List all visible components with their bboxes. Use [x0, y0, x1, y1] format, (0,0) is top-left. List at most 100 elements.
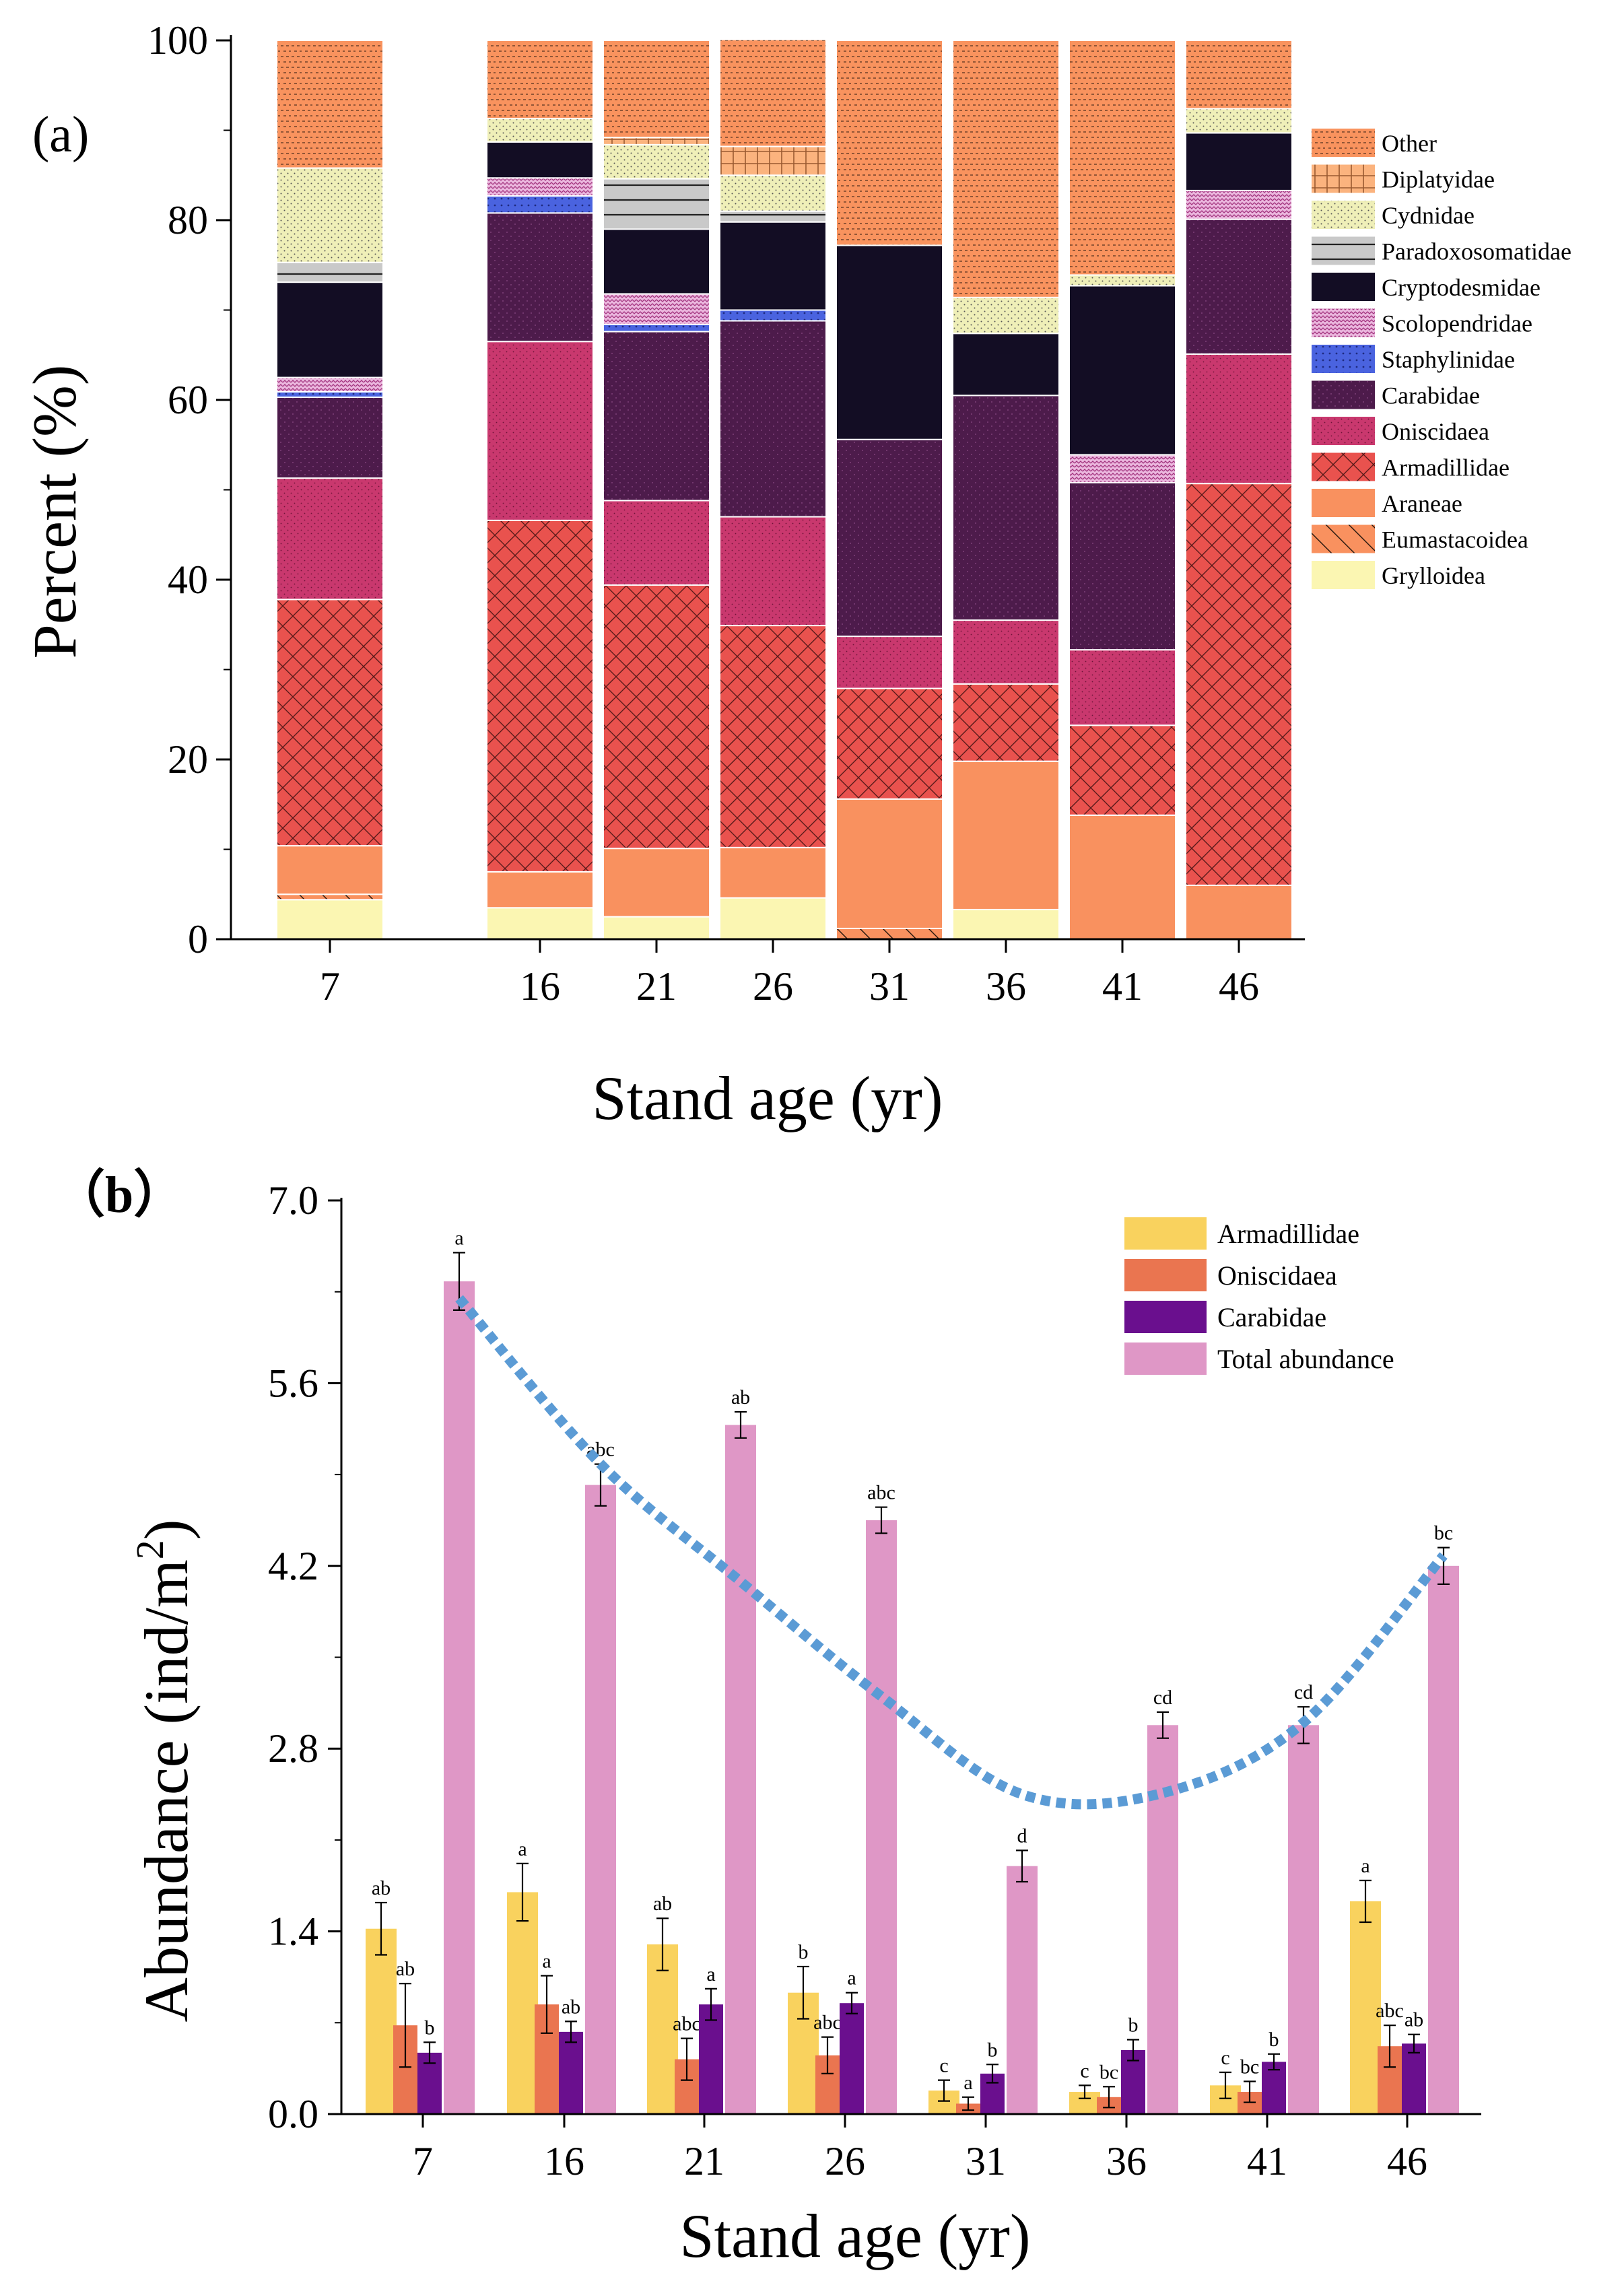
- panel-a-y-tick-label: 40: [168, 557, 208, 602]
- legend-label-cryptodesmidae: Cryptodesmidae: [1382, 274, 1541, 301]
- bar-segment-cryptodesmidae-46: [1185, 132, 1293, 191]
- bar-segment-araneae-36: [952, 760, 1060, 910]
- panel-a-x-tick-label: 16: [520, 964, 560, 1009]
- bar-segment-other-21: [603, 40, 710, 139]
- bar-segment-paradoxosomatidae-26: [719, 210, 827, 223]
- significance-letter: ab: [562, 1996, 580, 2018]
- bar-segment-araneae-21: [603, 848, 710, 918]
- legend-label-carabidae: Carabidae: [1382, 382, 1480, 409]
- panel-b-y-tick-label: 0.0: [268, 2092, 318, 2136]
- panel-b-legend: Armadillidae Oniscidaea Carabidae Total abu…: [1124, 1217, 1394, 1375]
- bar-carabidae-16: [559, 2031, 583, 2114]
- significance-letter: cd: [1294, 1681, 1313, 1703]
- bar-total-abundance-41: [1288, 1725, 1319, 2114]
- significance-letter: abc: [813, 2012, 842, 2034]
- bar-segment-oniscidaea-41: [1069, 649, 1176, 726]
- panel-b-x-tick-label: 26: [825, 2139, 865, 2183]
- panel-a-y-tick-label: 60: [168, 378, 208, 422]
- panel-b-x-tick-label: 36: [1106, 2139, 1147, 2183]
- panel-a-y-tick-label: 80: [168, 198, 208, 242]
- legend-label-armadillidae: Armadillidae: [1382, 454, 1510, 481]
- bar-segment-araneae-31: [836, 798, 943, 929]
- bar-segment-araneae-26: [719, 846, 827, 899]
- bar-segment-other-41: [1069, 40, 1176, 276]
- bar-armadillidae-16: [507, 1892, 538, 2114]
- bar-segment-other-7: [276, 40, 384, 169]
- significance-letter: c: [1080, 2060, 1089, 2082]
- significance-letter: a: [454, 1227, 463, 1250]
- bar-total-abundance-46: [1428, 1565, 1459, 2114]
- bar-segment-staphylinidae-16: [486, 195, 594, 214]
- bar-segment-other-31: [836, 40, 943, 246]
- significance-letter: a: [706, 1963, 715, 1985]
- panel-b-y-tick-label: 1.4: [268, 1909, 318, 1954]
- panel-a-y-axis-title: Percent (%): [20, 365, 89, 659]
- legend-label-other: Other: [1382, 130, 1437, 157]
- bar-segment-armadillidae-41: [1069, 724, 1176, 816]
- bar-armadillidae-46: [1350, 1901, 1381, 2114]
- significance-letter: b: [1128, 2014, 1139, 2037]
- bar-segment-other-26: [719, 38, 827, 147]
- bar-segment-grylloidea-7: [276, 899, 384, 941]
- panel-a-x-tick-label: 41: [1102, 964, 1143, 1009]
- bar-segment-araneae-41: [1069, 814, 1176, 941]
- bar-segment-oniscidaea-26: [719, 516, 827, 627]
- bar-segment-oniscidaea-21: [603, 500, 710, 586]
- bar-carabidae-41: [1262, 2062, 1286, 2114]
- significance-letter: bc: [1099, 2061, 1118, 2083]
- legend-swatch-grylloidea: [1312, 561, 1375, 589]
- significance-letter: ab: [653, 1893, 672, 1915]
- legend-swatch-araneae: [1312, 489, 1375, 517]
- bar-segment-cydnidae-41: [1069, 274, 1176, 287]
- bar-segment-carabidae-26: [719, 320, 827, 518]
- bar-segment-armadillidae-31: [836, 687, 943, 800]
- bar-segment-armadillidae-7: [276, 599, 384, 847]
- bar-segment-cydnidae-21: [603, 143, 710, 180]
- bar-carabidae-26: [840, 2003, 864, 2114]
- bar-segment-carabidae-31: [836, 438, 943, 638]
- significance-letter: cd: [1153, 1687, 1172, 1709]
- bar-segment-cryptodesmidae-7: [276, 281, 384, 378]
- significance-letter: a: [518, 1838, 527, 1860]
- significance-letter: ab: [1405, 2009, 1423, 2031]
- bar-segment-scolopendridae-41: [1069, 454, 1176, 483]
- panel-b-x-tick-label: 16: [544, 2139, 584, 2183]
- legend-swatch-scolopendridae: [1312, 308, 1375, 337]
- bar-carabidae-46: [1402, 2043, 1426, 2114]
- significance-letter: a: [1361, 1855, 1369, 1877]
- bar-segment-grylloidea-21: [603, 916, 710, 940]
- panel-a: (a) 0 20 40 60 80 100 7 16 21 26 31 36 41 46 Other Dip…: [20, 18, 1571, 1132]
- significance-letter: b: [988, 2039, 998, 2061]
- panel-b-y-axis-title: Abundance (ind/m2): [128, 1520, 201, 2023]
- bar-total-abundance-31: [1007, 1866, 1038, 2114]
- bar-total-abundance-16: [585, 1485, 616, 2114]
- legend-label-total-abundance: Total abundance: [1217, 1344, 1394, 1374]
- legend-swatch-total-abundance: [1124, 1343, 1207, 1375]
- bar-segment-araneae-16: [486, 871, 594, 909]
- bar-segment-staphylinidae-7: [276, 390, 384, 398]
- panel-b-y-tick-label: 4.2: [268, 1544, 318, 1588]
- legend-label-carabidae: Carabidae: [1217, 1302, 1326, 1332]
- legend-label-diplatyidae: Diplatyidae: [1382, 166, 1495, 193]
- legend-swatch-armadillidae: [1312, 452, 1375, 481]
- significance-letter: b: [425, 2016, 435, 2039]
- significance-letter: a: [542, 1950, 551, 1973]
- bar-segment-carabidae-21: [603, 331, 710, 502]
- significance-letter: a: [847, 1967, 856, 1990]
- bar-segment-staphylinidae-26: [719, 309, 827, 322]
- bar-segment-grylloidea-36: [952, 908, 1060, 940]
- panel-b-axes: 0.0 1.4 2.8 4.2 5.6 7.0 7 16 21 26 31 36 41 46: [268, 1178, 1481, 2183]
- legend-swatch-carabidae: [1124, 1301, 1207, 1333]
- panel-a-x-tick-label: 21: [636, 964, 677, 1009]
- significance-letter: a: [963, 2072, 972, 2094]
- panel-a-x-tick-label: 26: [753, 964, 793, 1009]
- bar-armadillidae-21: [647, 1944, 678, 2114]
- legend-swatch-oniscidaea: [1124, 1259, 1207, 1291]
- panel-b-label: （b）: [54, 1167, 184, 1223]
- bar-total-abundance-7: [444, 1281, 475, 2114]
- bar-segment-paradoxosomatidae-21: [603, 178, 710, 230]
- bar-segment-armadillidae-16: [486, 519, 594, 873]
- legend-swatch-carabidae: [1312, 380, 1375, 409]
